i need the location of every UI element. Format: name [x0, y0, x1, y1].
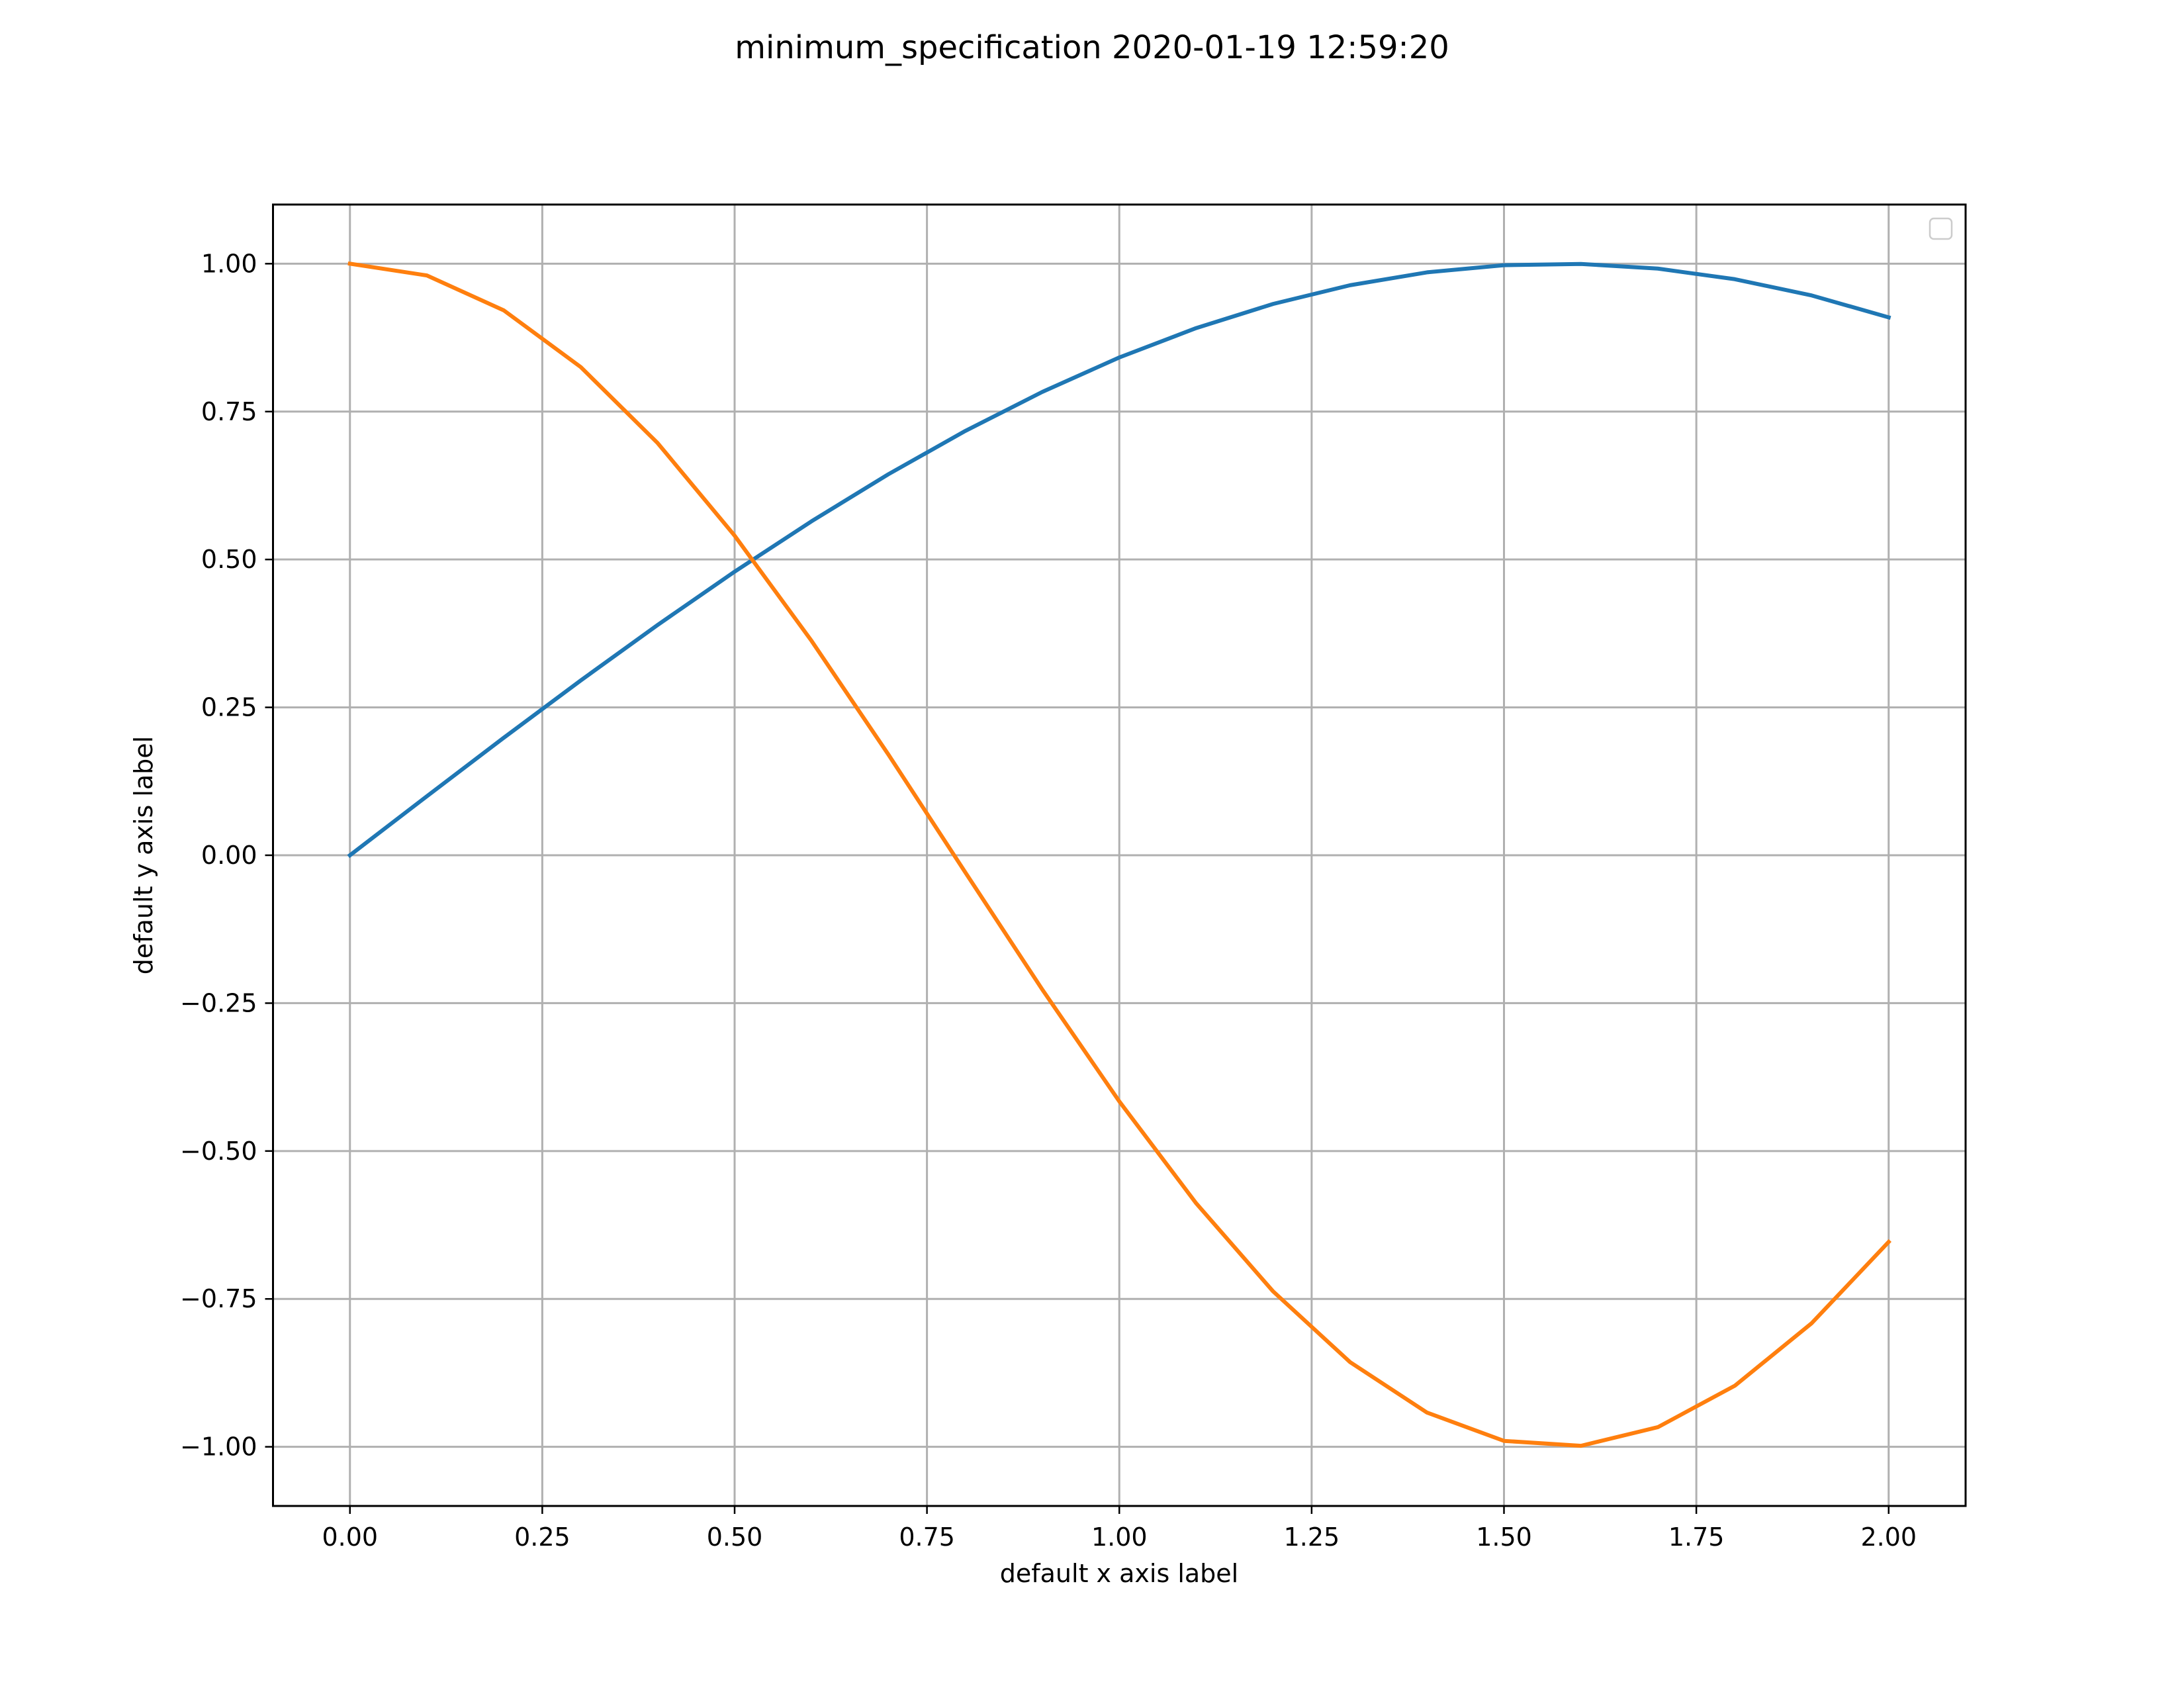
grid [273, 205, 1966, 1506]
x-tick-label: 0.25 [514, 1523, 570, 1552]
y-tick-label: −0.25 [180, 988, 257, 1017]
legend-box [1929, 217, 1953, 240]
x-tick-label: 1.00 [1091, 1523, 1148, 1552]
y-tick-label: 0.50 [201, 545, 257, 574]
plot-frame [272, 203, 1967, 1507]
x-tick-label: 0.00 [322, 1523, 378, 1552]
x-tick-label: 1.75 [1668, 1523, 1725, 1552]
y-tick-label: −1.00 [180, 1432, 257, 1462]
axis-ticks: 0.00 0.25 0.50 0.75 1.00 1.25 1.50 1.75 2.00 −1.0… [180, 249, 1917, 1552]
chart-title: minimum_specification 2020-01-19 12:59:2… [735, 29, 1449, 66]
y-tick-label: −0.75 [180, 1284, 257, 1313]
plot-series [347, 261, 1891, 1448]
x-tick-label: 0.50 [707, 1523, 763, 1552]
x-tick-label: 1.25 [1284, 1523, 1340, 1552]
x-axis-label: default x axis label [1000, 1559, 1238, 1588]
y-axis-label: default y axis label [129, 736, 158, 974]
y-tick-label: 0.75 [201, 397, 257, 426]
y-tick-label: 0.00 [201, 841, 257, 870]
series-line-1 [347, 261, 1891, 859]
y-tick-label: 0.25 [201, 693, 257, 722]
x-tick-label: 1.50 [1476, 1523, 1532, 1552]
x-tick-label: 2.00 [1860, 1523, 1917, 1552]
series-line-2 [347, 261, 1891, 1448]
y-tick-label: 1.00 [201, 249, 257, 278]
y-tick-label: −0.50 [180, 1137, 257, 1166]
x-tick-label: 0.75 [899, 1523, 955, 1552]
